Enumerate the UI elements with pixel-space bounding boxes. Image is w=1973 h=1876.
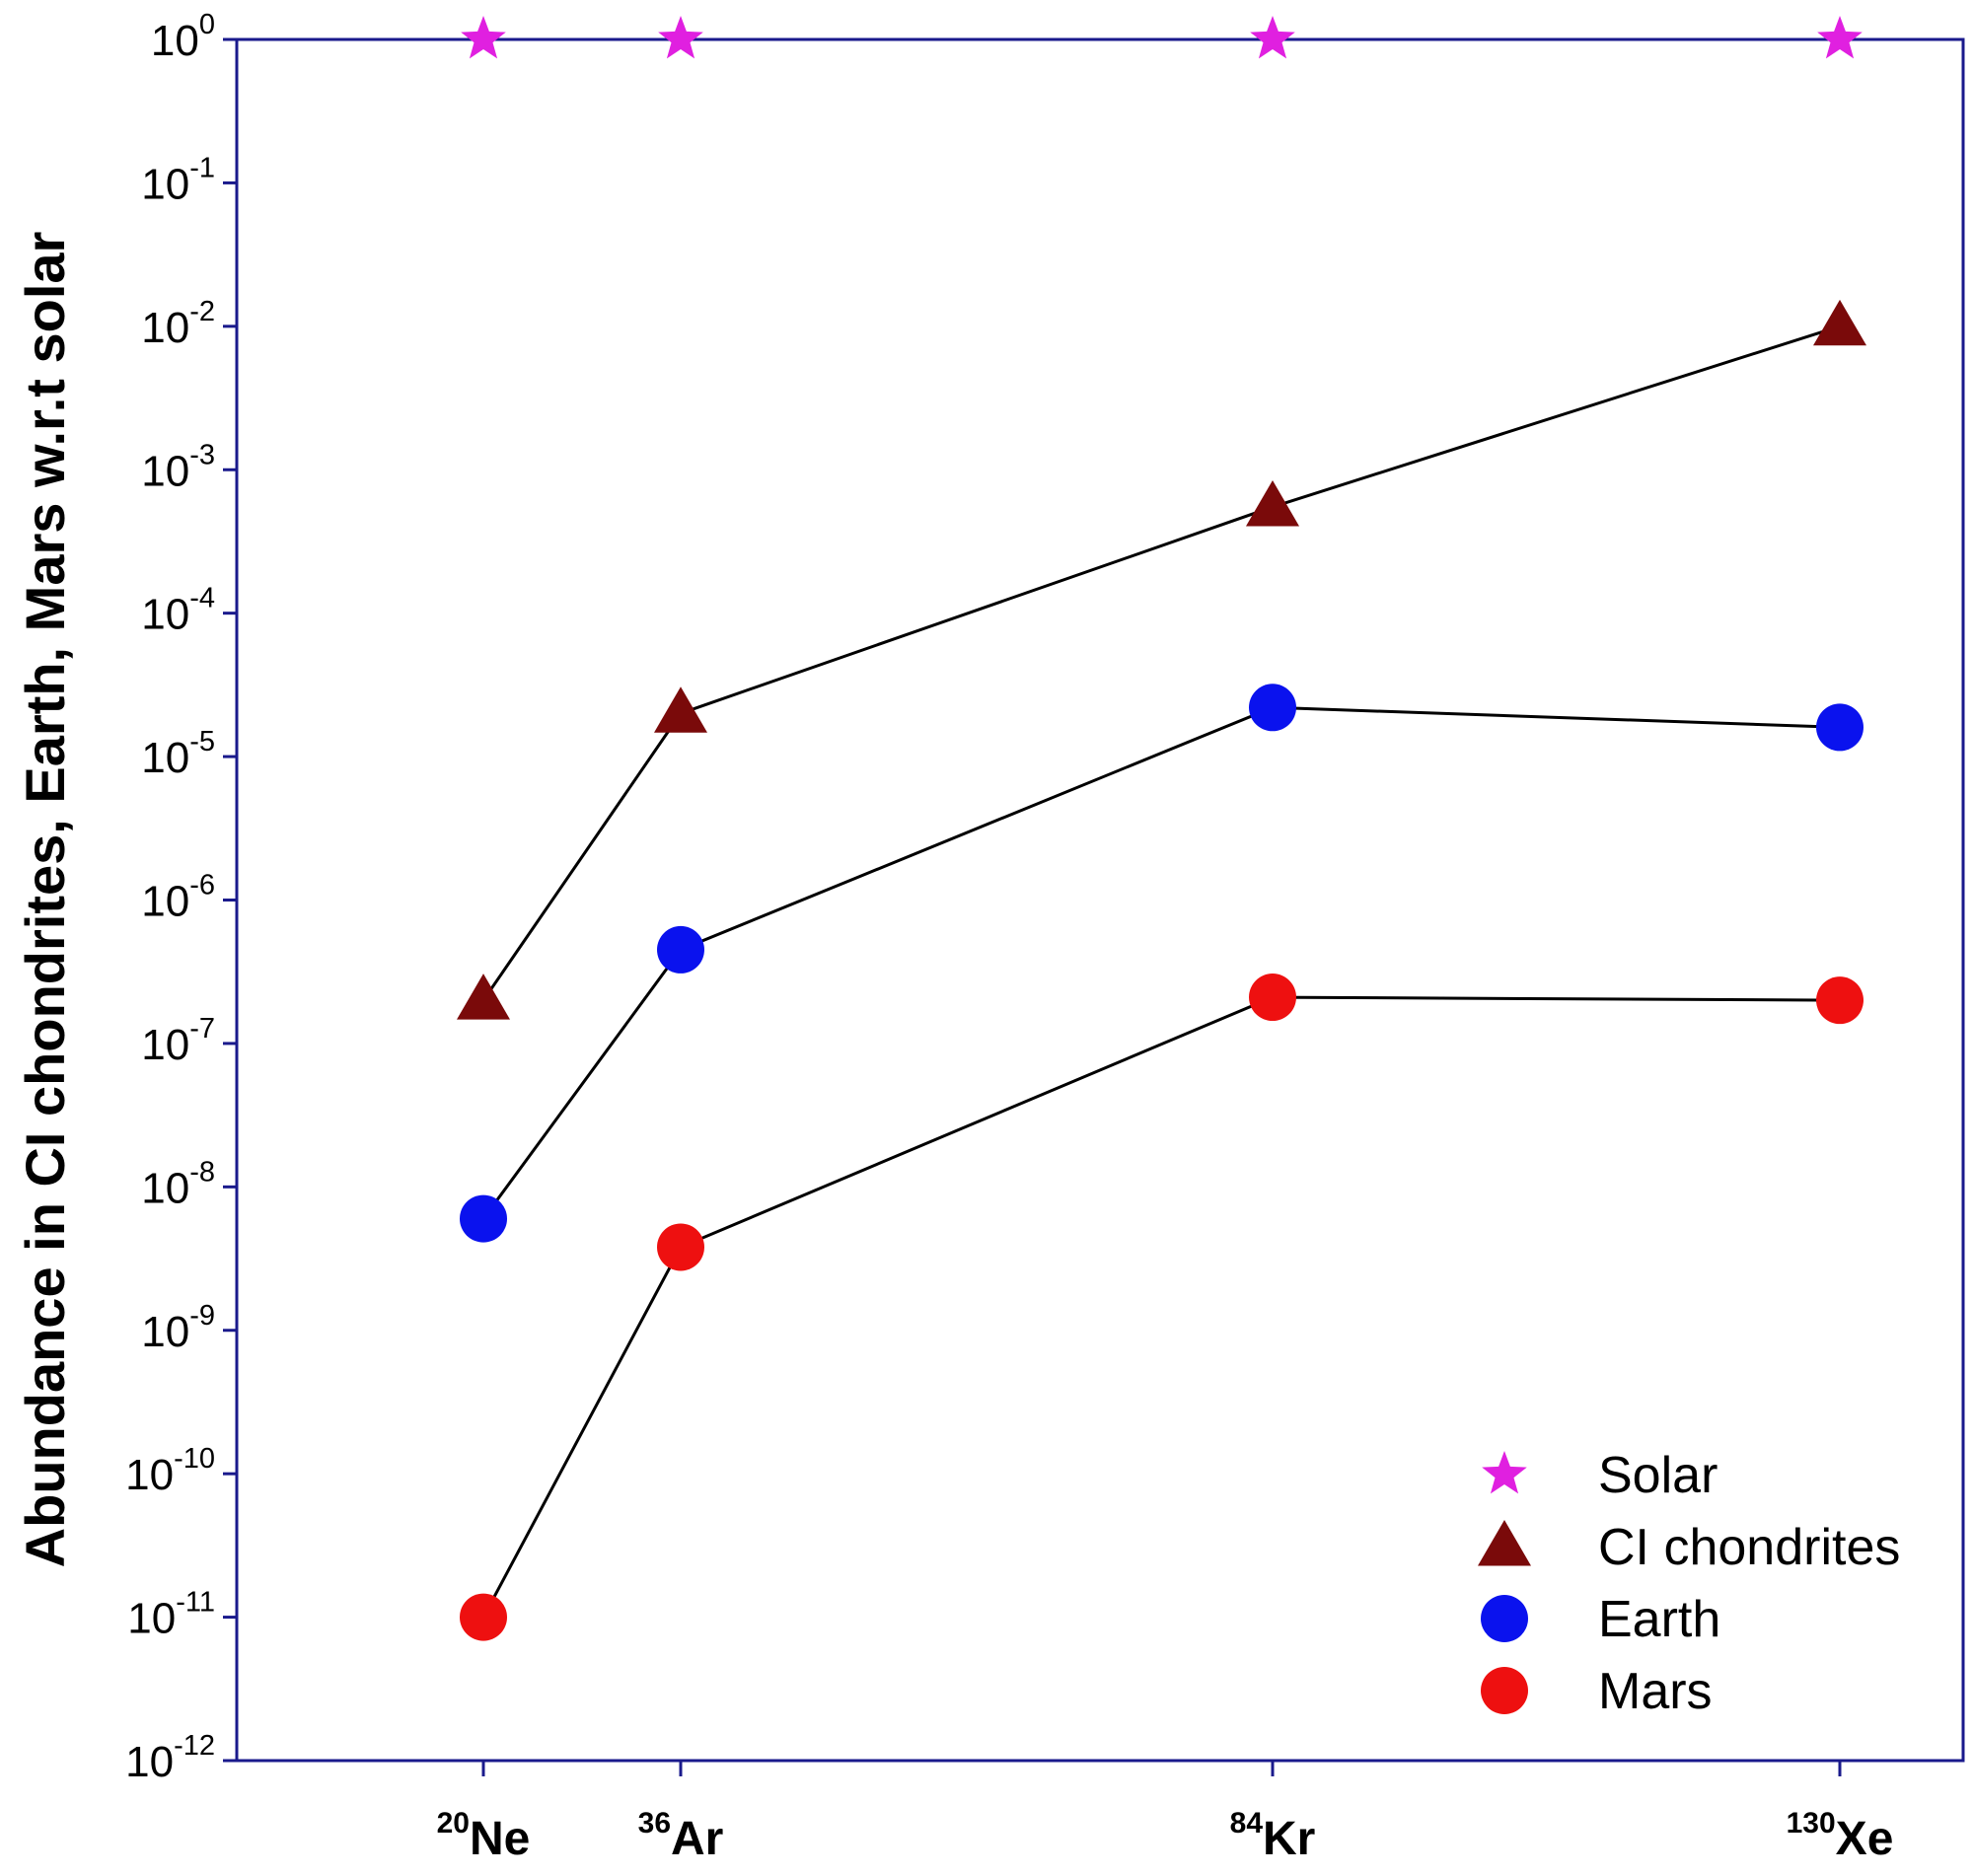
y-tick-exponent: -4	[189, 583, 215, 614]
point-solar-ne	[461, 16, 506, 59]
x-tick-label: 130Xe	[1787, 1807, 1894, 1865]
series-line-mars	[481, 995, 1841, 1619]
y-tick-base: 10	[141, 1164, 189, 1212]
point-earth-xe	[1816, 703, 1863, 752]
y-tick-base: 10	[141, 878, 189, 926]
y-tick-label: 10-10	[125, 1443, 215, 1499]
y-tick-exponent: -2	[189, 296, 215, 327]
legend-marker-mars	[1481, 1667, 1528, 1714]
point-mars-kr	[1249, 974, 1296, 1022]
y-tick-label: 10-7	[141, 1013, 215, 1069]
y-axis-label: Abundance in CI chondrites, Earth, Mars …	[14, 232, 76, 1568]
y-tick-label: 10-4	[141, 583, 215, 639]
y-tick-label: 10-5	[141, 726, 215, 782]
series-line-ci-chondrites	[481, 325, 1841, 1001]
legend-marker-earth	[1481, 1595, 1528, 1642]
y-tick-exponent: -11	[176, 1587, 215, 1619]
point-solar-xe	[1817, 16, 1863, 59]
x-tick-element: Xe	[1836, 1813, 1894, 1865]
point-solar-ar	[658, 16, 703, 59]
y-tick-exponent: -7	[189, 1013, 215, 1045]
y-tick-base: 10	[141, 1021, 189, 1069]
y-tick-exponent: -1	[189, 152, 215, 183]
y-tick-base: 10	[141, 734, 189, 782]
point-mars-xe	[1816, 976, 1863, 1025]
x-tick-element: Ar	[671, 1813, 723, 1865]
y-tick-exponent: -5	[189, 726, 215, 758]
x-tick-mass: 130	[1787, 1807, 1836, 1840]
y-tick-exponent: -10	[174, 1443, 215, 1475]
y-axis-ticks: 10010-110-210-310-410-510-610-710-810-91…	[125, 9, 237, 1786]
point-mars-ar	[657, 1223, 704, 1271]
y-tick-label: 10-8	[141, 1156, 215, 1212]
y-tick-base: 10	[151, 17, 199, 65]
legend-label-earth: Earth	[1598, 1591, 1720, 1648]
legend-label-mars: Mars	[1598, 1663, 1713, 1720]
y-tick-base: 10	[125, 1738, 174, 1786]
x-axis-ticks: 20Ne 36Ar 84Kr 130Xe	[437, 1761, 1894, 1865]
y-tick-label: 100	[151, 9, 215, 65]
y-tick-base: 10	[141, 591, 189, 639]
x-tick-label: 84Kr	[1230, 1807, 1316, 1865]
y-tick-label: 10-2	[141, 296, 215, 352]
y-tick-exponent: 0	[199, 9, 215, 40]
point-earth-kr	[1249, 684, 1296, 732]
series-line-earth	[481, 705, 1841, 1220]
y-tick-exponent: -12	[174, 1730, 215, 1762]
point-ci-chondrites-ar	[654, 686, 707, 733]
legend-label-solar: Solar	[1598, 1447, 1717, 1504]
x-tick-label: 36Ar	[638, 1807, 724, 1865]
y-tick-label: 10-9	[141, 1300, 215, 1356]
legend-marker-ci-chondrites	[1478, 1520, 1531, 1566]
point-earth-ne	[460, 1194, 507, 1243]
y-tick-base: 10	[141, 160, 189, 208]
y-tick-exponent: -9	[189, 1300, 215, 1332]
y-tick-label: 10-1	[141, 152, 215, 208]
y-tick-label: 10-3	[141, 439, 215, 495]
point-earth-ar	[657, 925, 704, 974]
x-tick-mass: 84	[1230, 1807, 1264, 1840]
point-ci-chondrites-kr	[1246, 480, 1299, 527]
point-ci-chondrites-xe	[1813, 299, 1866, 346]
series-markers	[457, 16, 1866, 1641]
x-tick-mass: 36	[638, 1807, 671, 1840]
y-tick-base: 10	[141, 304, 189, 352]
point-mars-ne	[460, 1593, 507, 1641]
y-tick-exponent: -3	[189, 439, 215, 470]
y-tick-label: 10-12	[125, 1730, 215, 1786]
legend: Solar CI chondrites Earth Mars	[1478, 1447, 1900, 1720]
y-tick-exponent: -6	[189, 870, 215, 902]
x-tick-label: 20Ne	[437, 1807, 531, 1865]
x-tick-element: Kr	[1263, 1813, 1315, 1865]
y-tick-exponent: -8	[189, 1156, 215, 1188]
y-tick-base: 10	[127, 1595, 176, 1643]
legend-label-ci-chondrites: CI chondrites	[1598, 1519, 1900, 1576]
point-solar-kr	[1250, 16, 1295, 59]
y-tick-label: 10-11	[127, 1587, 215, 1643]
point-ci-chondrites-ne	[457, 974, 510, 1020]
y-tick-label: 10-6	[141, 870, 215, 926]
x-tick-mass: 20	[437, 1807, 470, 1840]
y-tick-base: 10	[141, 1308, 189, 1356]
y-tick-base: 10	[141, 447, 189, 495]
legend-marker-solar	[1482, 1451, 1527, 1494]
y-tick-base: 10	[125, 1451, 174, 1499]
x-tick-element: Ne	[470, 1813, 530, 1865]
series-lines	[481, 325, 1841, 1619]
